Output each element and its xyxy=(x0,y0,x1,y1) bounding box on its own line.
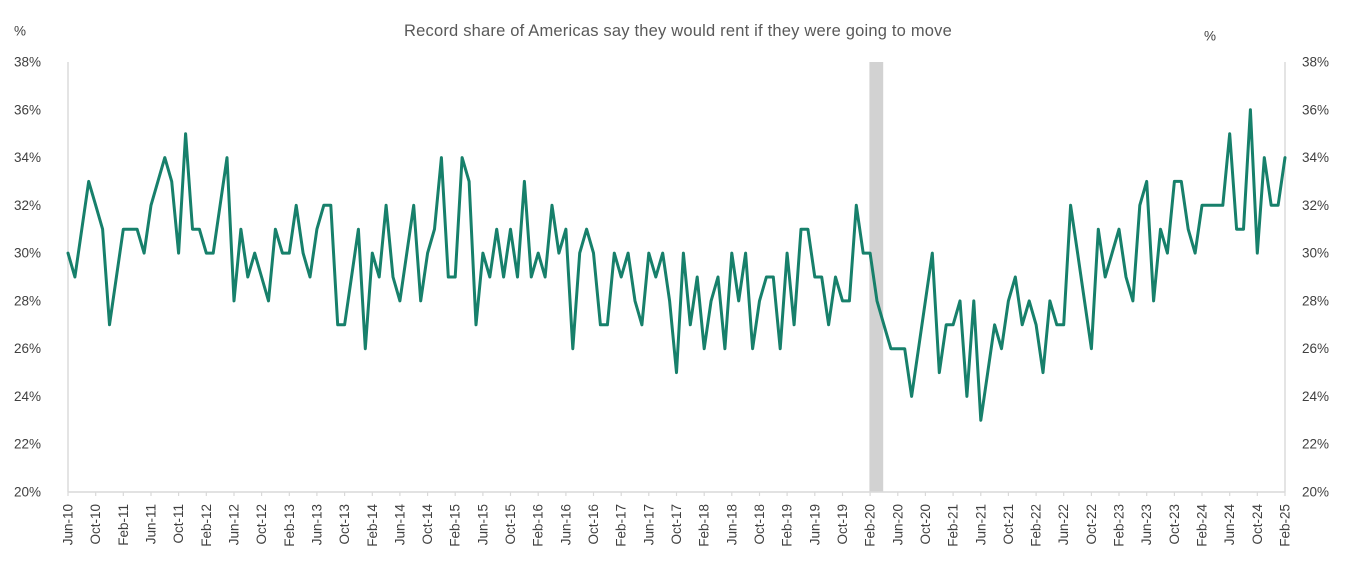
x-tick-label: Oct-18 xyxy=(752,504,767,545)
x-tick-label: Oct-21 xyxy=(1001,504,1016,545)
y-tick-label-right: 28% xyxy=(1302,293,1329,308)
x-tick-label: Oct-22 xyxy=(1084,504,1099,545)
x-tick-label: Oct-12 xyxy=(254,504,269,545)
x-tick-label: Jun-23 xyxy=(1139,504,1154,545)
rent-share-line-series xyxy=(66,108,1287,422)
x-tick-label: Oct-15 xyxy=(503,504,518,545)
covid-highlight-band xyxy=(869,62,884,492)
x-tick-label: Oct-10 xyxy=(88,504,103,545)
x-tick-label: Oct-20 xyxy=(918,504,933,545)
y-axis-unit-label-right: % xyxy=(1204,29,1216,44)
y-tick-label-right: 30% xyxy=(1302,246,1329,261)
x-tick-label: Feb-12 xyxy=(199,504,214,547)
x-tick-label: Feb-11 xyxy=(116,504,131,546)
y-tick-label-left: 20% xyxy=(14,485,41,500)
y-tick-label-right: 38% xyxy=(1302,55,1329,70)
y-tick-label-left: 32% xyxy=(14,198,41,213)
x-tick-label: Jun-20 xyxy=(890,504,905,545)
y-axis-unit-label-left: % xyxy=(14,24,26,39)
x-tick-label: Oct-11 xyxy=(171,504,186,544)
y-tick-label-left: 28% xyxy=(14,293,41,308)
x-tick-label: Jun-14 xyxy=(392,504,407,546)
x-tick-label: Jun-22 xyxy=(1056,504,1071,545)
x-tick-label: Oct-24 xyxy=(1250,504,1265,545)
x-tick-label: Jun-11 xyxy=(144,504,159,544)
y-tick-label-right: 32% xyxy=(1302,198,1329,213)
chart-title: Record share of Americas say they would … xyxy=(404,22,952,40)
y-tick-label-left: 30% xyxy=(14,246,41,261)
x-tick-label: Oct-23 xyxy=(1167,504,1182,545)
x-tick-label: Jun-18 xyxy=(724,504,739,545)
y-tick-label-right: 22% xyxy=(1302,437,1329,452)
x-tick-label: Jun-17 xyxy=(641,504,656,545)
y-tick-label-left: 38% xyxy=(14,55,41,70)
y-tick-label-left: 24% xyxy=(14,389,41,404)
x-tick-label: Oct-14 xyxy=(420,504,435,545)
x-tick-label: Jun-16 xyxy=(558,504,573,545)
y-tick-label-left: 22% xyxy=(14,437,41,452)
x-tick-label: Feb-18 xyxy=(697,504,712,547)
x-tick-label: Feb-16 xyxy=(531,504,546,547)
x-tick-label: Feb-25 xyxy=(1278,504,1293,547)
y-tick-label-left: 26% xyxy=(14,341,41,356)
x-tick-label: Feb-17 xyxy=(614,504,629,547)
y-tick-label-right: 26% xyxy=(1302,341,1329,356)
x-tick-label: Jun-24 xyxy=(1222,504,1237,546)
x-tick-label: Jun-10 xyxy=(61,504,76,545)
x-tick-label: Feb-20 xyxy=(863,504,878,547)
x-tick-label: Oct-19 xyxy=(835,504,850,545)
x-tick-label: Jun-15 xyxy=(475,504,490,545)
x-tick-label: Jun-21 xyxy=(973,504,988,545)
y-tick-label-left: 34% xyxy=(14,150,41,165)
y-tick-label-right: 34% xyxy=(1302,150,1329,165)
x-tick-label: Feb-23 xyxy=(1112,504,1127,547)
x-tick-label: Feb-13 xyxy=(282,504,297,547)
x-tick-label: Feb-24 xyxy=(1195,504,1210,547)
x-tick-label: Jun-12 xyxy=(227,504,242,545)
x-tick-label: Feb-15 xyxy=(448,504,463,547)
x-tick-label: Jun-13 xyxy=(309,504,324,545)
y-tick-label-right: 24% xyxy=(1302,389,1329,404)
y-tick-label-left: 36% xyxy=(14,102,41,117)
x-tick-label: Oct-16 xyxy=(586,504,601,545)
x-tick-label: Oct-13 xyxy=(337,504,352,545)
x-tick-label: Jun-19 xyxy=(807,504,822,545)
x-tick-label: Feb-22 xyxy=(1029,504,1044,547)
y-tick-label-right: 36% xyxy=(1302,102,1329,117)
x-tick-label: Feb-21 xyxy=(946,504,961,547)
x-tick-label: Feb-19 xyxy=(780,504,795,547)
y-tick-label-right: 20% xyxy=(1302,485,1329,500)
x-tick-label: Oct-17 xyxy=(669,504,684,545)
x-tick-label: Feb-14 xyxy=(365,504,380,547)
